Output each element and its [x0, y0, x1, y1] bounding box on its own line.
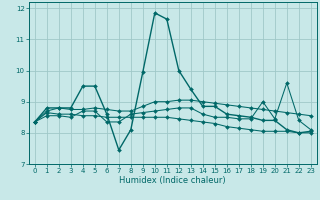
X-axis label: Humidex (Indice chaleur): Humidex (Indice chaleur): [119, 176, 226, 185]
